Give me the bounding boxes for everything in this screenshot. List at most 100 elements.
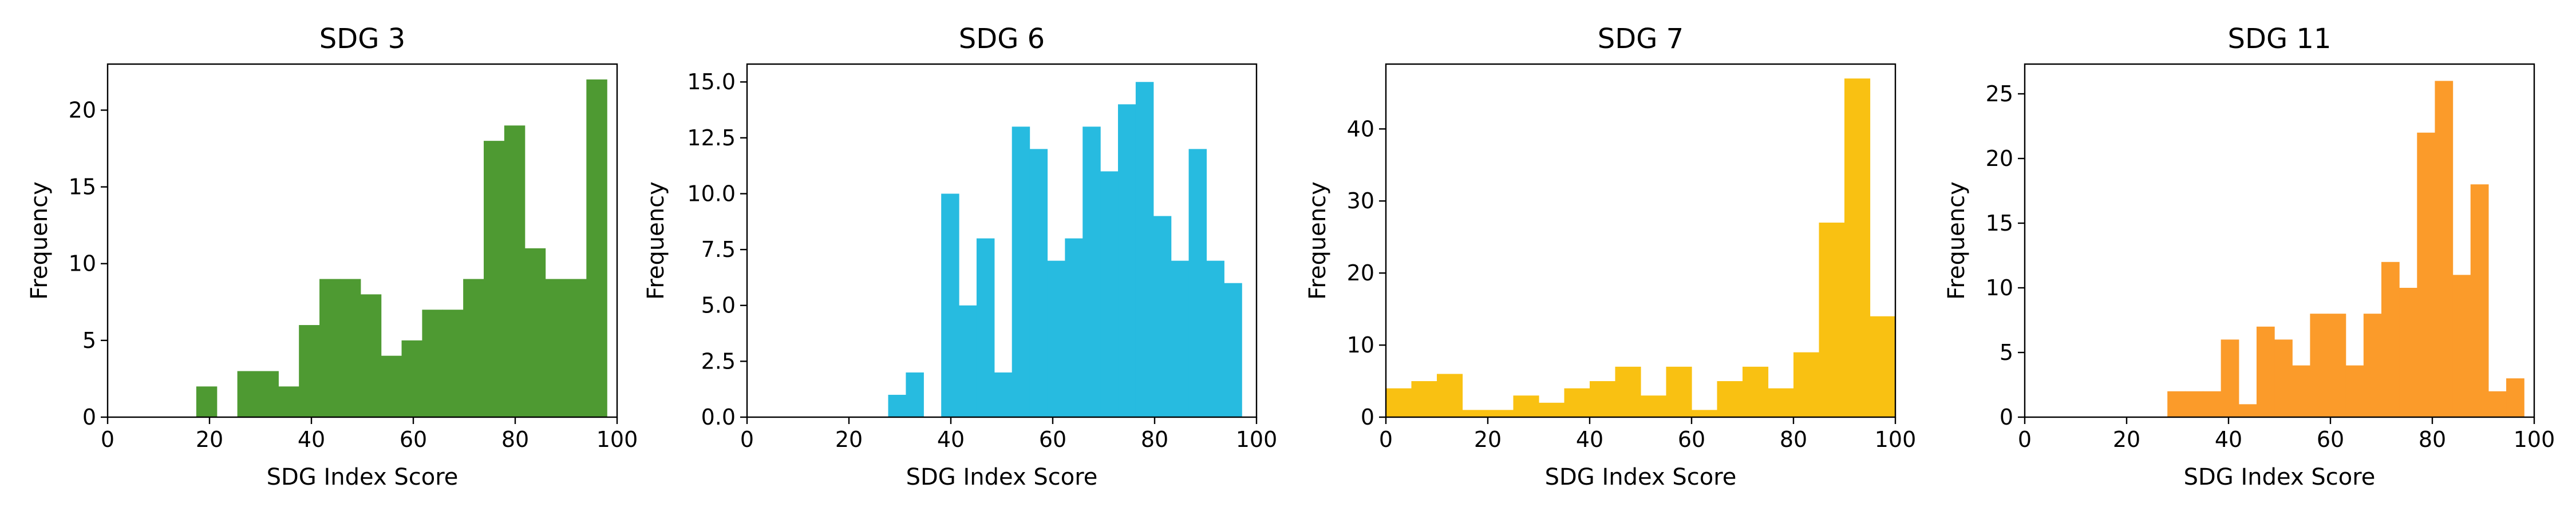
histogram-bar xyxy=(524,248,546,417)
y-tick-label: 5 xyxy=(2000,340,2013,365)
x-tick-label: 0 xyxy=(1379,427,1393,452)
y-tick-label: 0 xyxy=(1361,405,1374,430)
histogram-bar xyxy=(2256,326,2275,417)
histogram-bar xyxy=(1082,126,1101,417)
histogram-bar xyxy=(976,238,995,417)
chart-title: SDG 7 xyxy=(1598,23,1684,55)
histogram-bar xyxy=(959,305,977,417)
x-tick-label: 100 xyxy=(596,427,638,452)
y-tick-label: 2.5 xyxy=(701,348,736,374)
histogram-bar xyxy=(1717,381,1743,417)
histogram-bar xyxy=(2381,262,2400,417)
histogram-bar xyxy=(401,340,422,417)
y-tick-label: 0 xyxy=(82,405,96,430)
histogram-bar xyxy=(1437,374,1463,417)
histogram-bar xyxy=(299,325,320,417)
y-tick-label: 10 xyxy=(1986,275,2013,300)
histogram-bar xyxy=(1793,352,1820,417)
histogram-bar xyxy=(906,372,924,417)
x-tick-label: 0 xyxy=(101,427,114,452)
histogram-bar xyxy=(1641,395,1667,417)
chart-panel: 0 20 40 60 80 100 0 5 10 15 20 SDG 3 SDG Index Score… xyxy=(26,23,638,490)
x-tick-label: 60 xyxy=(2317,427,2344,452)
x-axis-label: SDG Index Score xyxy=(2184,464,2376,490)
histogram-bar xyxy=(1844,78,1871,418)
y-tick-label: 5 xyxy=(82,328,96,353)
x-tick-label: 60 xyxy=(1678,427,1705,452)
histogram-bar xyxy=(586,79,607,418)
axes-frame xyxy=(1385,63,1897,418)
y-tick-label: 10.0 xyxy=(687,181,736,206)
histogram-bar xyxy=(2399,287,2417,417)
x-tick-label: 80 xyxy=(1780,427,1807,452)
x-tick-label: 100 xyxy=(1875,427,1917,452)
histogram-bar xyxy=(1590,381,1616,417)
histogram-bar xyxy=(381,355,402,417)
histogram-bar xyxy=(994,372,1013,417)
y-tick-label: 30 xyxy=(1347,188,1374,213)
y-axis-label: Frequency xyxy=(1943,181,1970,300)
y-tick-label: 25 xyxy=(1986,81,2013,106)
histogram-bar xyxy=(1564,388,1590,417)
histogram-bar xyxy=(483,141,505,417)
histogram-bar xyxy=(2417,132,2436,418)
x-tick-label: 40 xyxy=(298,427,325,452)
y-axis-label: Frequency xyxy=(1305,181,1331,300)
chart-panel: 0 20 40 60 80 100 0.0 2.5 5.0 7.5 10.0 12.5 15.0 SDG … xyxy=(643,23,1277,490)
x-tick-label: 60 xyxy=(1039,427,1066,452)
histogram-bar xyxy=(2506,378,2524,417)
histogram-bar xyxy=(1100,171,1119,417)
y-tick-label: 20 xyxy=(69,97,96,122)
histogram-bar xyxy=(339,279,361,417)
x-tick-label: 20 xyxy=(835,427,863,452)
y-tick-label: 0.0 xyxy=(701,405,736,430)
histogram-bar xyxy=(1118,104,1136,417)
histogram-bar xyxy=(2274,339,2293,417)
histogram-bar xyxy=(2221,339,2239,417)
histogram-bar xyxy=(2238,404,2257,417)
histogram-bar xyxy=(1047,260,1065,417)
y-tick-label: 7.5 xyxy=(701,237,736,262)
histogram-bar xyxy=(1462,410,1488,417)
histogram-bar xyxy=(463,279,484,417)
histogram-bar xyxy=(545,279,567,417)
histogram-bar xyxy=(1615,366,1641,417)
x-tick-label: 40 xyxy=(937,427,965,452)
histogram-bar xyxy=(1224,283,1242,417)
histogram-bar xyxy=(2488,391,2507,417)
histogram-bar xyxy=(2345,365,2364,417)
histogram-bar xyxy=(1692,410,1718,417)
x-tick-label: 40 xyxy=(2215,427,2242,452)
axes-frame xyxy=(746,63,1258,418)
histogram-bar xyxy=(1206,260,1224,417)
chart-panel: 0 20 40 60 80 100 0 10 20 30 40 SDG 7 SDG Index Scor… xyxy=(1305,23,1916,490)
x-tick-label: 80 xyxy=(2419,427,2446,452)
histogram-bar xyxy=(941,193,959,417)
histogram-bar xyxy=(2452,275,2471,417)
histogram-bar xyxy=(2292,365,2310,417)
histogram-bar xyxy=(196,386,218,417)
histogram-bar xyxy=(1029,149,1048,417)
histogram-bar xyxy=(2328,314,2346,417)
histogram-bar xyxy=(278,386,299,417)
histogram-bar xyxy=(1513,395,1539,417)
y-tick-label: 10 xyxy=(69,251,96,276)
histogram-bar xyxy=(1870,316,1896,417)
axes-frame xyxy=(2024,63,2535,418)
histogram-bar xyxy=(1171,260,1190,417)
y-tick-label: 20 xyxy=(1347,260,1374,286)
y-tick-label: 15 xyxy=(1986,211,2013,236)
histogram-bar xyxy=(888,394,907,417)
histogram-bar xyxy=(1065,238,1083,417)
x-tick-label: 60 xyxy=(400,427,427,452)
y-tick-label: 12.5 xyxy=(687,125,736,150)
histogram-bar xyxy=(1743,366,1769,417)
chart-title: SDG 6 xyxy=(959,23,1045,55)
x-tick-label: 80 xyxy=(501,427,529,452)
x-tick-label: 100 xyxy=(1236,427,1278,452)
y-tick-label: 15.0 xyxy=(687,69,736,94)
histogram-bar xyxy=(1819,223,1845,417)
histogram-bar xyxy=(1188,149,1207,417)
histogram-bar xyxy=(2470,184,2489,417)
